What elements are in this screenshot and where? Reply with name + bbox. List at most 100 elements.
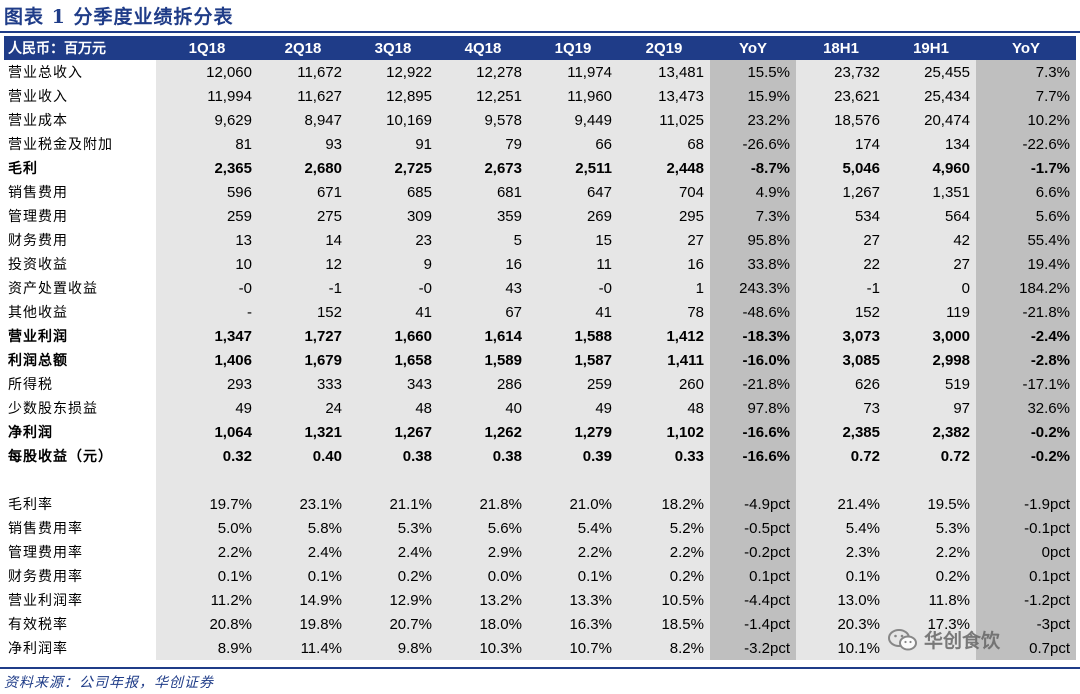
row-label: 营业税金及附加: [8, 137, 113, 153]
cell-yoy: -17.1%: [976, 372, 1076, 396]
table-row: 少数股东损益 49 24 48 40 49 48 97.8% 73 97 32.6%: [4, 396, 1076, 420]
cell-2q18: 12: [258, 252, 348, 276]
cell-yoy: -4.9pct: [710, 492, 796, 516]
cell-2q18: 19.8%: [258, 612, 348, 636]
cell-3q18: 23: [348, 228, 438, 252]
cell-1q18: 19.7%: [156, 492, 258, 516]
cell-18h1: 174: [796, 132, 886, 156]
cell-yoy: -18.3%: [710, 324, 796, 348]
row-label: 营业成本: [8, 113, 68, 129]
cell-yoy: -16.6%: [710, 444, 796, 468]
cell-3q18: 12,922: [348, 60, 438, 84]
cell-yoy: -1.9pct: [976, 492, 1076, 516]
cell-yoy: -1.2pct: [976, 588, 1076, 612]
cell-1q19: -0: [528, 276, 618, 300]
cell-1q18: 13: [156, 228, 258, 252]
cell-4q18: 67: [438, 300, 528, 324]
row-label: 利润总额: [8, 353, 68, 369]
cell-2q18: 11.4%: [258, 636, 348, 660]
row-label: 毛利: [8, 161, 38, 177]
cell-yoy: -8.7%: [710, 156, 796, 180]
cell-4q18: 12,251: [438, 84, 528, 108]
cell-1q19: [528, 468, 618, 492]
cell-19h1: 27: [886, 252, 976, 276]
cell-1q19: 0.39: [528, 444, 618, 468]
cell-18h1: 2,385: [796, 420, 886, 444]
table-row: 营业成本 9,629 8,947 10,169 9,578 9,449 11,025 23.2…: [4, 108, 1076, 132]
table-row: 管理费用率 2.2% 2.4% 2.4% 2.9% 2.2% 2.2% -0.2pct 2.3%…: [4, 540, 1076, 564]
cell-2q19: 0.33: [618, 444, 710, 468]
cell-18h1: 27: [796, 228, 886, 252]
cell-yoy: 7.3%: [976, 60, 1076, 84]
cell-yoy: -2.8%: [976, 348, 1076, 372]
cell-19h1: 519: [886, 372, 976, 396]
cell-19h1: 0: [886, 276, 976, 300]
header-col-4: 4Q18: [438, 36, 528, 60]
cell-yoy: 5.6%: [976, 204, 1076, 228]
table-row: 营业总收入 12,060 11,672 12,922 12,278 11,974 13,48…: [4, 60, 1076, 84]
cell-2q19: 8.2%: [618, 636, 710, 660]
cell-2q19: 295: [618, 204, 710, 228]
cell-2q18: 11,672: [258, 60, 348, 84]
table-row: 每股收益（元） 0.32 0.40 0.38 0.38 0.39 0.33 -16.6% 0.7…: [4, 444, 1076, 468]
cell-yoy: [710, 468, 796, 492]
cell-yoy: -22.6%: [976, 132, 1076, 156]
cell-1q19: 647: [528, 180, 618, 204]
cell-yoy: -1.4pct: [710, 612, 796, 636]
cell-2q19: 5.2%: [618, 516, 710, 540]
cell-1q19: 66: [528, 132, 618, 156]
row-label: 少数股东损益: [8, 401, 98, 417]
cell-yoy: -21.8%: [710, 372, 796, 396]
cell-2q19: 0.2%: [618, 564, 710, 588]
cell-4q18: 12,278: [438, 60, 528, 84]
cell-yoy: 0.1pct: [710, 564, 796, 588]
cell-1q18: 2.2%: [156, 540, 258, 564]
cell-yoy: -16.0%: [710, 348, 796, 372]
cell-2q19: 260: [618, 372, 710, 396]
cell-2q18: 1,727: [258, 324, 348, 348]
cell-2q18: 14: [258, 228, 348, 252]
cell-3q18: 41: [348, 300, 438, 324]
cell-3q18: 12.9%: [348, 588, 438, 612]
cell-yoy: -1.7%: [976, 156, 1076, 180]
cell-1q19: 2,511: [528, 156, 618, 180]
cell-yoy: 0pct: [976, 540, 1076, 564]
cell-2q18: 671: [258, 180, 348, 204]
cell-1q19: 0.1%: [528, 564, 618, 588]
cell-2q18: 23.1%: [258, 492, 348, 516]
header-col-8: 18H1: [796, 36, 886, 60]
table-body: 营业总收入 12,060 11,672 12,922 12,278 11,974 13,48…: [4, 60, 1076, 660]
cell-yoy: -4.4pct: [710, 588, 796, 612]
cell-1q18: 293: [156, 372, 258, 396]
table-row: [4, 468, 1076, 492]
cell-yoy: -0.2%: [976, 444, 1076, 468]
cell-2q19: 11,025: [618, 108, 710, 132]
row-label: 管理费用率: [8, 545, 83, 561]
cell-1q19: 49: [528, 396, 618, 420]
cell-2q19: 1,411: [618, 348, 710, 372]
cell-yoy: 33.8%: [710, 252, 796, 276]
cell-4q18: 1,262: [438, 420, 528, 444]
cell-1q19: 11,974: [528, 60, 618, 84]
cell-1q19: 41: [528, 300, 618, 324]
header-row: 人民币：百万元 1Q18 2Q18 3Q18 4Q18 1Q19 2Q19 YoY 18H1 19…: [4, 36, 1076, 60]
cell-2q19: 78: [618, 300, 710, 324]
row-label: 每股收益（元）: [8, 449, 113, 465]
cell-4q18: [438, 468, 528, 492]
cell-1q18: 81: [156, 132, 258, 156]
watermark-text: 华创食饮: [924, 630, 1001, 652]
cell-yoy: -21.8%: [976, 300, 1076, 324]
cell-1q18: 12,060: [156, 60, 258, 84]
cell-18h1: 23,621: [796, 84, 886, 108]
cell-3q18: 9: [348, 252, 438, 276]
cell-yoy: 7.7%: [976, 84, 1076, 108]
cell-4q18: 1,589: [438, 348, 528, 372]
cell-2q18: 11,627: [258, 84, 348, 108]
cell-yoy: -48.6%: [710, 300, 796, 324]
table-row: 投资收益 10 12 9 16 11 16 33.8% 22 27 19.4%: [4, 252, 1076, 276]
cell-2q19: 16: [618, 252, 710, 276]
cell-2q18: 1,321: [258, 420, 348, 444]
source-note: 资料来源：公司年报，华创证券: [4, 675, 214, 691]
cell-yoy: 243.3%: [710, 276, 796, 300]
cell-1q19: 9,449: [528, 108, 618, 132]
